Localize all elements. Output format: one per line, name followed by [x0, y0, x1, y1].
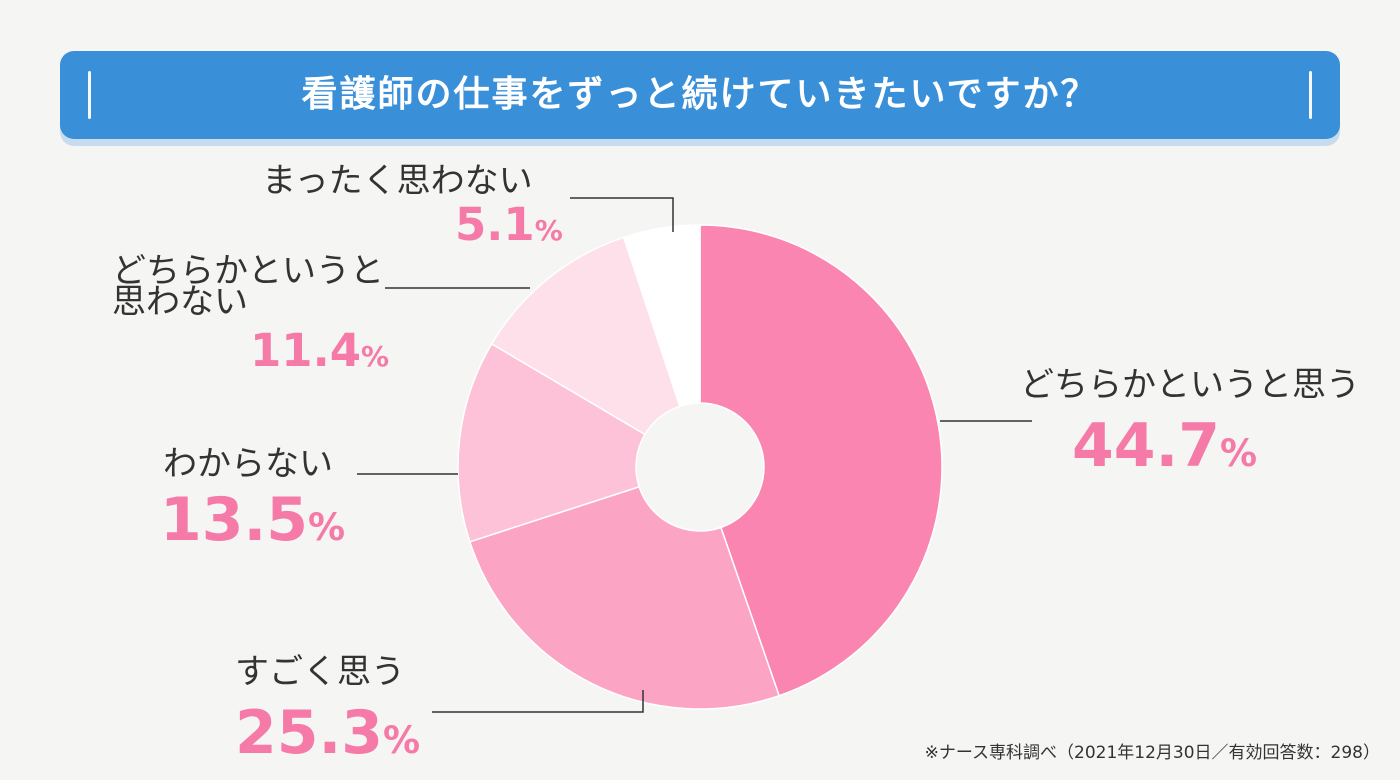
slice-value-5: 5.1% — [455, 198, 563, 251]
title-left-tick — [88, 71, 91, 119]
slice-label-2: すごく思う — [235, 652, 405, 692]
pie-slice-1 — [699, 224, 943, 697]
slice-value-4: 11.4% — [250, 324, 389, 377]
slice-value-2: 25.3% — [235, 698, 420, 768]
slice-value-3: 13.5% — [160, 485, 345, 555]
slice-value-1: 44.7% — [1072, 411, 1257, 481]
pie-slice-2 — [468, 485, 781, 710]
slice-label-3: わからない — [163, 444, 333, 484]
leader-line-5 — [570, 197, 674, 232]
source-footnote: ※ナース専科調べ（2021年12月30日／有効回答数：298） — [924, 743, 1380, 763]
pie-slice-4 — [490, 236, 681, 436]
title-banner: 看護師の仕事をずっと続けていきたいですか？ — [60, 51, 1340, 139]
slice-label-4-line-2: 思わない — [112, 282, 248, 322]
title-right-tick — [1309, 71, 1312, 119]
chart-title: 看護師の仕事をずっと続けていきたいですか？ — [301, 74, 1099, 115]
slice-label-1: どちらかというと思う — [1020, 365, 1360, 405]
slice-label-4-line-1: どちらかというと — [112, 251, 384, 291]
pie-slice-5 — [622, 224, 701, 408]
pie-slice-3 — [457, 342, 646, 543]
leader-line-2 — [432, 690, 644, 713]
slice-label-5: まったく思わない — [262, 161, 533, 201]
